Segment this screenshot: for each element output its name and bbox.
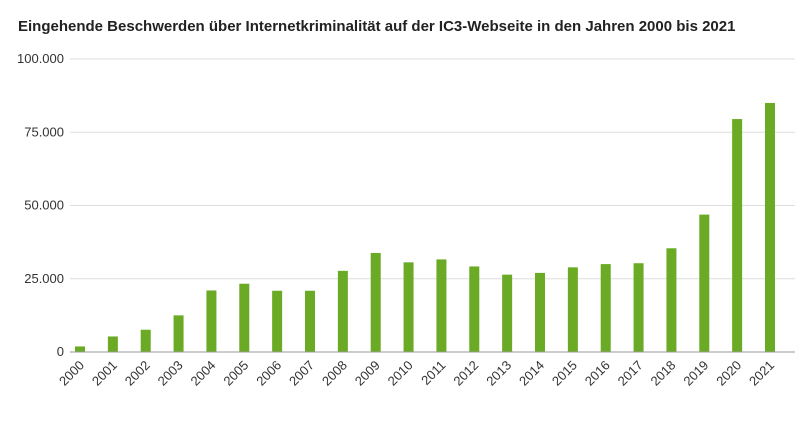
x-tick-label: 2017 [615, 358, 646, 389]
bar-2018 [666, 248, 677, 352]
bar-2007 [305, 290, 315, 352]
y-tick-label: 100.000 [17, 51, 64, 66]
y-axis-tick-labels: 0 25.000 50.000 75.000 100.000 [17, 51, 64, 359]
bar-2009 [370, 252, 381, 352]
x-tick-label: 2007 [286, 358, 317, 389]
x-tick-label: 2006 [253, 358, 284, 389]
x-tick-label: 2003 [155, 358, 186, 389]
gridlines [70, 58, 795, 280]
x-tick-label: 2019 [680, 358, 711, 389]
y-tick-label: 50.000 [24, 198, 64, 213]
bar-2015 [567, 267, 578, 352]
bar-2002 [140, 329, 151, 352]
bar-2003 [173, 315, 184, 352]
bar-2014 [535, 272, 545, 352]
bar-2019 [699, 214, 710, 352]
x-tick-label: 2015 [549, 358, 580, 389]
x-tick-label: 2000 [56, 358, 87, 389]
bar-2011 [436, 259, 447, 352]
x-tick-label: 2008 [319, 358, 350, 389]
x-tick-label: 2005 [220, 358, 251, 389]
bar-2012 [469, 266, 480, 352]
bar-2000 [75, 346, 85, 352]
x-tick-label: 2001 [89, 358, 120, 389]
bar-2008 [337, 270, 348, 352]
chart-title: Eingehende Beschwerden über Internetkrim… [18, 18, 736, 35]
x-tick-label: 2020 [713, 358, 744, 389]
x-axis-tick-labels: 2000 2001 2002 2003 2004 2005 2006 2007 2008 2009… [56, 358, 777, 389]
bars [75, 102, 775, 352]
x-tick-label: 2009 [352, 358, 383, 389]
bar-2010 [403, 262, 414, 352]
x-tick-label: 2014 [516, 358, 547, 389]
x-tick-label: 2012 [450, 358, 481, 389]
bar-2020 [732, 119, 743, 352]
x-tick-label: 2002 [122, 358, 153, 389]
x-tick-label: 2004 [187, 358, 218, 389]
x-tick-label: 2018 [647, 358, 678, 389]
bar-2016 [600, 264, 611, 352]
bar-2013 [502, 274, 513, 352]
bar-2021 [765, 102, 775, 352]
x-tick-label: 2021 [746, 358, 777, 389]
y-tick-label: 0 [57, 344, 64, 359]
y-tick-label: 75.000 [24, 124, 64, 139]
bar-2006 [272, 290, 283, 352]
x-tick-label: 2011 [418, 358, 448, 388]
bar-2005 [239, 283, 250, 352]
x-tick-label: 2010 [385, 358, 416, 389]
x-tick-label: 2013 [483, 358, 514, 389]
bar-2001 [107, 336, 118, 352]
bar-2017 [633, 263, 644, 352]
y-tick-label: 25.000 [24, 271, 64, 286]
x-tick-label: 2016 [582, 358, 613, 389]
bar-2004 [206, 290, 217, 352]
